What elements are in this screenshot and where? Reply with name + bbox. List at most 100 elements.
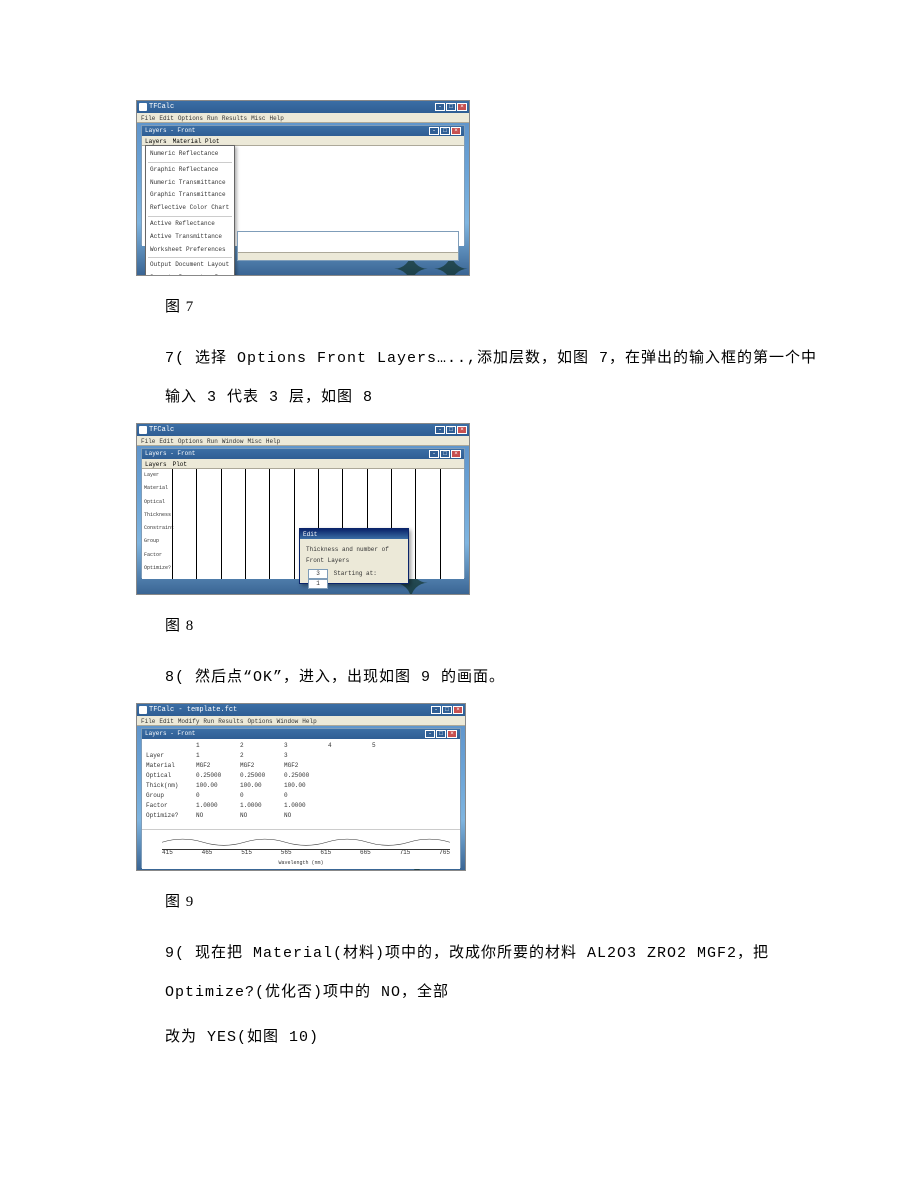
cell[interactable]: 1.0000 <box>240 801 274 811</box>
menu-item[interactable]: Output Document Layout <box>146 259 234 272</box>
cell[interactable]: 1.0000 <box>284 801 318 811</box>
ok-button[interactable]: OK <box>322 594 350 595</box>
figure-7-caption: 图 7 <box>165 294 920 321</box>
menu-misc[interactable]: Misc <box>251 114 265 121</box>
menu-item[interactable]: Numeric Transmittance <box>146 177 234 190</box>
inner-window-controls: - □ × <box>429 127 461 135</box>
status-bar <box>238 252 458 260</box>
document-page: ✦ ✦ TFCalc - □ × File Edit Options <box>0 0 920 1057</box>
row-label: Optimize? <box>144 564 170 577</box>
cell[interactable]: 0 <box>240 791 274 801</box>
menu-run[interactable]: Run <box>207 437 218 444</box>
close-button[interactable]: × <box>451 127 461 135</box>
minimize-button[interactable]: - <box>429 127 439 135</box>
maximize-button[interactable]: □ <box>446 103 456 111</box>
menu-run[interactable]: Run <box>207 114 218 121</box>
menu-options[interactable]: Options <box>178 114 203 121</box>
menu-separator <box>148 257 232 258</box>
menu-item[interactable]: Graphic Reflectance <box>146 164 234 177</box>
minimize-button[interactable]: - <box>435 103 445 111</box>
menu-window[interactable]: Window <box>277 717 299 724</box>
menu-options[interactable]: Options <box>178 437 203 444</box>
titlebar: TFCalc - template.fct - □ × <box>137 704 465 716</box>
menu-item[interactable]: Active Reflectance <box>146 218 234 231</box>
menu-file[interactable]: File <box>141 717 155 724</box>
menu-item[interactable]: Graphic Transmittance <box>146 189 234 202</box>
tab-layers[interactable]: Layers <box>145 460 167 467</box>
menu-item[interactable]: Save to Parameter Record <box>146 272 234 276</box>
cell[interactable]: 100.00 <box>196 781 230 791</box>
paragraph-9b: 改为 YES(如图 10) <box>165 1018 820 1057</box>
cell[interactable]: NO <box>240 811 274 821</box>
tick: 765 <box>439 848 450 859</box>
cell[interactable]: MGF2 <box>196 761 230 771</box>
menu-misc[interactable]: Misc <box>247 437 261 444</box>
cell[interactable]: 3 <box>284 751 318 761</box>
menu-item[interactable]: Numeric Reflectance <box>146 148 234 161</box>
menu-help[interactable]: Help <box>302 717 316 724</box>
cell[interactable]: 0 <box>196 791 230 801</box>
cell[interactable]: NO <box>284 811 318 821</box>
maximize-button[interactable]: □ <box>440 450 450 458</box>
close-button[interactable]: × <box>447 730 457 738</box>
menu-edit[interactable]: Edit <box>159 717 173 724</box>
menu-file[interactable]: File <box>141 437 155 444</box>
row-labels: Layer Material Optical Thickness Constra… <box>142 469 172 579</box>
menu-file[interactable]: File <box>141 114 155 121</box>
tab-layers[interactable]: Layers <box>145 137 167 144</box>
layers-count-input[interactable]: 3 <box>308 569 328 579</box>
cell[interactable]: NO <box>196 811 230 821</box>
maximize-button[interactable]: □ <box>436 730 446 738</box>
close-button[interactable]: × <box>457 103 467 111</box>
close-button[interactable]: × <box>453 706 463 714</box>
cell[interactable]: 100.00 <box>240 781 274 791</box>
dialog-row: 3 Starting at: 1 <box>306 569 402 591</box>
close-button[interactable]: × <box>451 450 461 458</box>
menu-results[interactable]: Results <box>218 717 243 724</box>
grid-col <box>245 469 269 579</box>
maximize-button[interactable]: □ <box>440 127 450 135</box>
cell[interactable]: 100.00 <box>284 781 318 791</box>
minimize-button[interactable]: - <box>435 426 445 434</box>
tick: 515 <box>241 848 252 859</box>
menu-help[interactable]: Help <box>266 437 280 444</box>
menu-run[interactable]: Run <box>203 717 214 724</box>
grid-col <box>196 469 220 579</box>
figure-7: ✦ ✦ TFCalc - □ × File Edit Options <box>136 100 920 276</box>
cell[interactable]: 0.25000 <box>240 771 274 781</box>
window-controls: - □ × <box>435 103 467 111</box>
cell[interactable]: 0.25000 <box>196 771 230 781</box>
menu-item[interactable]: Worksheet Preferences <box>146 244 234 257</box>
cell[interactable]: 2 <box>240 751 274 761</box>
menu-options[interactable]: Options <box>247 717 272 724</box>
tick: 565 <box>281 848 292 859</box>
menu-modify[interactable]: Modify <box>178 717 200 724</box>
cell[interactable]: MGF2 <box>284 761 318 771</box>
cancel-button[interactable]: Cancel <box>358 594 386 595</box>
cell[interactable]: MGF2 <box>240 761 274 771</box>
app-icon <box>139 426 147 434</box>
cell[interactable]: 0.25000 <box>284 771 318 781</box>
menubar: File Edit Options Run Window Misc Help <box>137 436 469 446</box>
menu-item[interactable]: Active Transmittance <box>146 231 234 244</box>
menu-help[interactable]: Help <box>269 114 283 121</box>
maximize-button[interactable]: □ <box>442 706 452 714</box>
menu-edit[interactable]: Edit <box>159 437 173 444</box>
menu-results[interactable]: Results <box>222 114 247 121</box>
minimize-button[interactable]: - <box>431 706 441 714</box>
maximize-button[interactable]: □ <box>446 426 456 434</box>
cell[interactable]: 1.0000 <box>196 801 230 811</box>
starting-at-input[interactable]: 1 <box>308 579 328 589</box>
cell[interactable]: 0 <box>284 791 318 801</box>
table-row: Optical 0.25000 0.25000 0.25000 <box>146 771 406 781</box>
tab-plot[interactable]: Plot <box>173 460 187 467</box>
cell[interactable]: 1 <box>196 751 230 761</box>
close-button[interactable]: × <box>457 426 467 434</box>
tab-material-plot[interactable]: Material Plot <box>173 137 220 144</box>
menu-edit[interactable]: Edit <box>159 114 173 121</box>
figure-9-caption: 图 9 <box>165 889 920 916</box>
minimize-button[interactable]: - <box>429 450 439 458</box>
minimize-button[interactable]: - <box>425 730 435 738</box>
menu-window[interactable]: Window <box>222 437 244 444</box>
menu-item[interactable]: Reflective Color Chart <box>146 202 234 215</box>
